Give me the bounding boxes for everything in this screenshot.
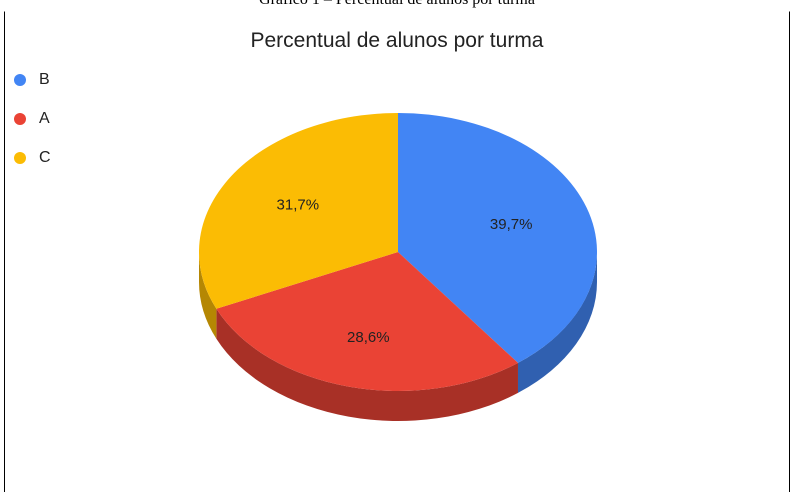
legend-item-b[interactable]: B	[14, 70, 51, 90]
legend: B A C	[14, 70, 51, 187]
legend-label-c: C	[39, 149, 51, 166]
slice-label-b: 39,7%	[490, 216, 533, 233]
slice-c[interactable]	[198, 113, 398, 309]
legend-label-a: A	[39, 110, 50, 127]
slice-label-c: 31,7%	[277, 196, 320, 213]
slice-b[interactable]	[398, 113, 598, 363]
figure-caption: Gráfico 1 – Percentual de alunos por tur…	[0, 0, 794, 9]
legend-item-c[interactable]: C	[14, 148, 51, 168]
legend-item-a[interactable]: A	[14, 109, 51, 129]
pie-slices	[198, 113, 598, 392]
slice-side-b	[517, 252, 597, 393]
legend-marker-c	[14, 152, 26, 164]
legend-label-b: B	[39, 71, 50, 88]
slice-side-c	[199, 252, 217, 339]
pie-depth	[199, 252, 597, 421]
legend-marker-a	[14, 113, 26, 125]
legend-marker-b	[14, 74, 26, 86]
slice-a[interactable]	[216, 252, 518, 392]
chart-title: Percentual de alunos por turma	[250, 29, 544, 52]
slice-label-a: 28,6%	[347, 329, 390, 346]
slice-side-a	[216, 308, 518, 421]
pie-labels: 39,7% 28,6% 31,7%	[277, 196, 533, 345]
